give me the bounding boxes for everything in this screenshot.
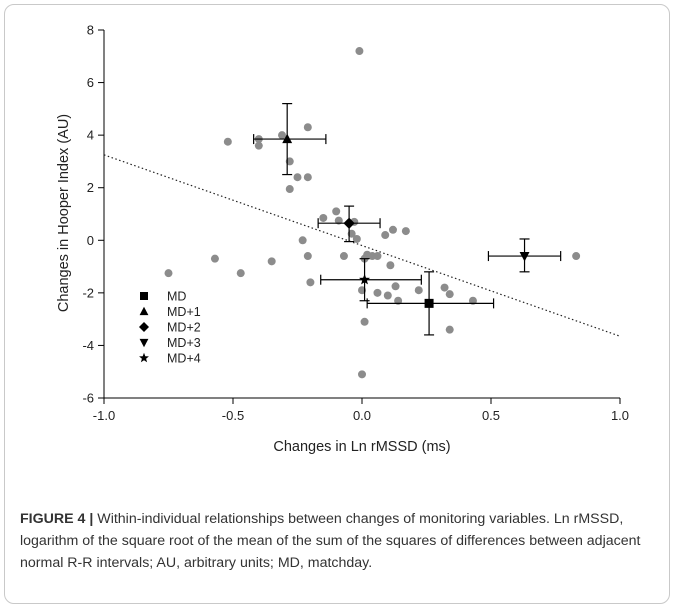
data-point [164,269,173,278]
data-point [223,137,232,146]
y-tick-label: -4 [82,338,94,353]
data-point [306,278,315,287]
data-point [414,286,423,295]
data-point [254,141,263,150]
trend-line [103,154,621,337]
data-point [360,317,369,326]
legend-label: MD+4 [167,352,201,366]
data-point [210,254,219,263]
data-point [303,123,312,132]
x-tick-label: 1.0 [611,408,629,423]
data-point [386,261,395,270]
individual-points [164,47,581,379]
y-tick-label: 2 [87,180,94,195]
y-axis-title: Changes in Hooper Index (AU) [56,114,72,312]
data-point [285,185,294,194]
data-point [401,227,410,236]
y-tick-label: 8 [87,23,94,38]
mean-md-plus-2 [317,205,381,243]
legend-label: MD [167,290,186,304]
data-point [391,282,400,291]
data-point [373,252,382,261]
trend-line-layer [103,154,621,337]
data-point [358,370,366,379]
axes: -1.0 -0.5 0.0 0.5 1.0 -6 -4 -2 0 2 4 6 8 [82,23,629,424]
legend-item: MD+1 [139,305,201,319]
group-means [253,102,562,336]
data-point [468,296,477,305]
data-point [293,173,302,182]
x-tick-label: -0.5 [222,408,244,423]
legend-item: MD+3 [139,336,201,350]
legend-marker [139,306,149,316]
legend-label: MD+2 [167,321,201,335]
mean-marker [424,298,434,308]
mean-marker [519,252,530,262]
y-tick-label: 4 [87,128,94,143]
x-tick-label: -1.0 [93,408,115,423]
legend-label: MD+3 [167,336,201,350]
figure-caption: FIGURE 4 | Within-individual relationshi… [20,508,645,574]
mean-marker [343,217,355,229]
caption-text: Within-individual relationships between … [20,511,641,571]
data-point [303,173,312,182]
figure-frame [4,4,670,604]
data-point [383,291,392,300]
data-point [352,234,361,243]
mean-marker [282,133,293,144]
data-point [278,131,287,140]
x-tick-label: 0.0 [353,408,371,423]
mean-md-plus-1 [253,102,327,176]
data-point [440,283,449,292]
legend-item: MD+4 [139,352,201,366]
legend-item: MD [140,290,186,304]
legend-item: MD+2 [139,321,201,335]
data-point [445,325,454,334]
data-point [394,296,403,305]
mean-md-plus-4 [320,258,422,302]
y-tick-label: -2 [82,285,94,300]
mean-marker [359,273,371,285]
y-tick-label: -6 [82,391,94,406]
legend-marker [140,292,148,300]
data-point [445,290,454,299]
data-point [332,207,341,216]
legend-marker [139,322,149,332]
mean-md [366,271,495,336]
data-point [373,288,382,297]
mean-md-plus-3 [487,238,562,273]
data-point [339,252,348,261]
legend-marker [139,352,149,363]
data-point [388,225,397,234]
data-point [319,213,328,222]
x-tick-label: 0.5 [482,408,500,423]
data-point [267,257,276,266]
legend-marker [139,338,149,348]
data-point [355,47,364,56]
data-point [572,252,581,261]
data-point [303,252,312,261]
figure-label: FIGURE 4 | [20,511,94,527]
data-point [381,231,390,240]
y-tick-label: 0 [87,233,94,248]
data-point [298,236,307,245]
x-axis-title: Changes in Ln rMSSD (ms) [273,439,450,455]
y-tick-label: 6 [87,75,94,90]
legend-label: MD+1 [167,305,201,319]
data-point [236,269,245,278]
data-point [334,216,343,225]
